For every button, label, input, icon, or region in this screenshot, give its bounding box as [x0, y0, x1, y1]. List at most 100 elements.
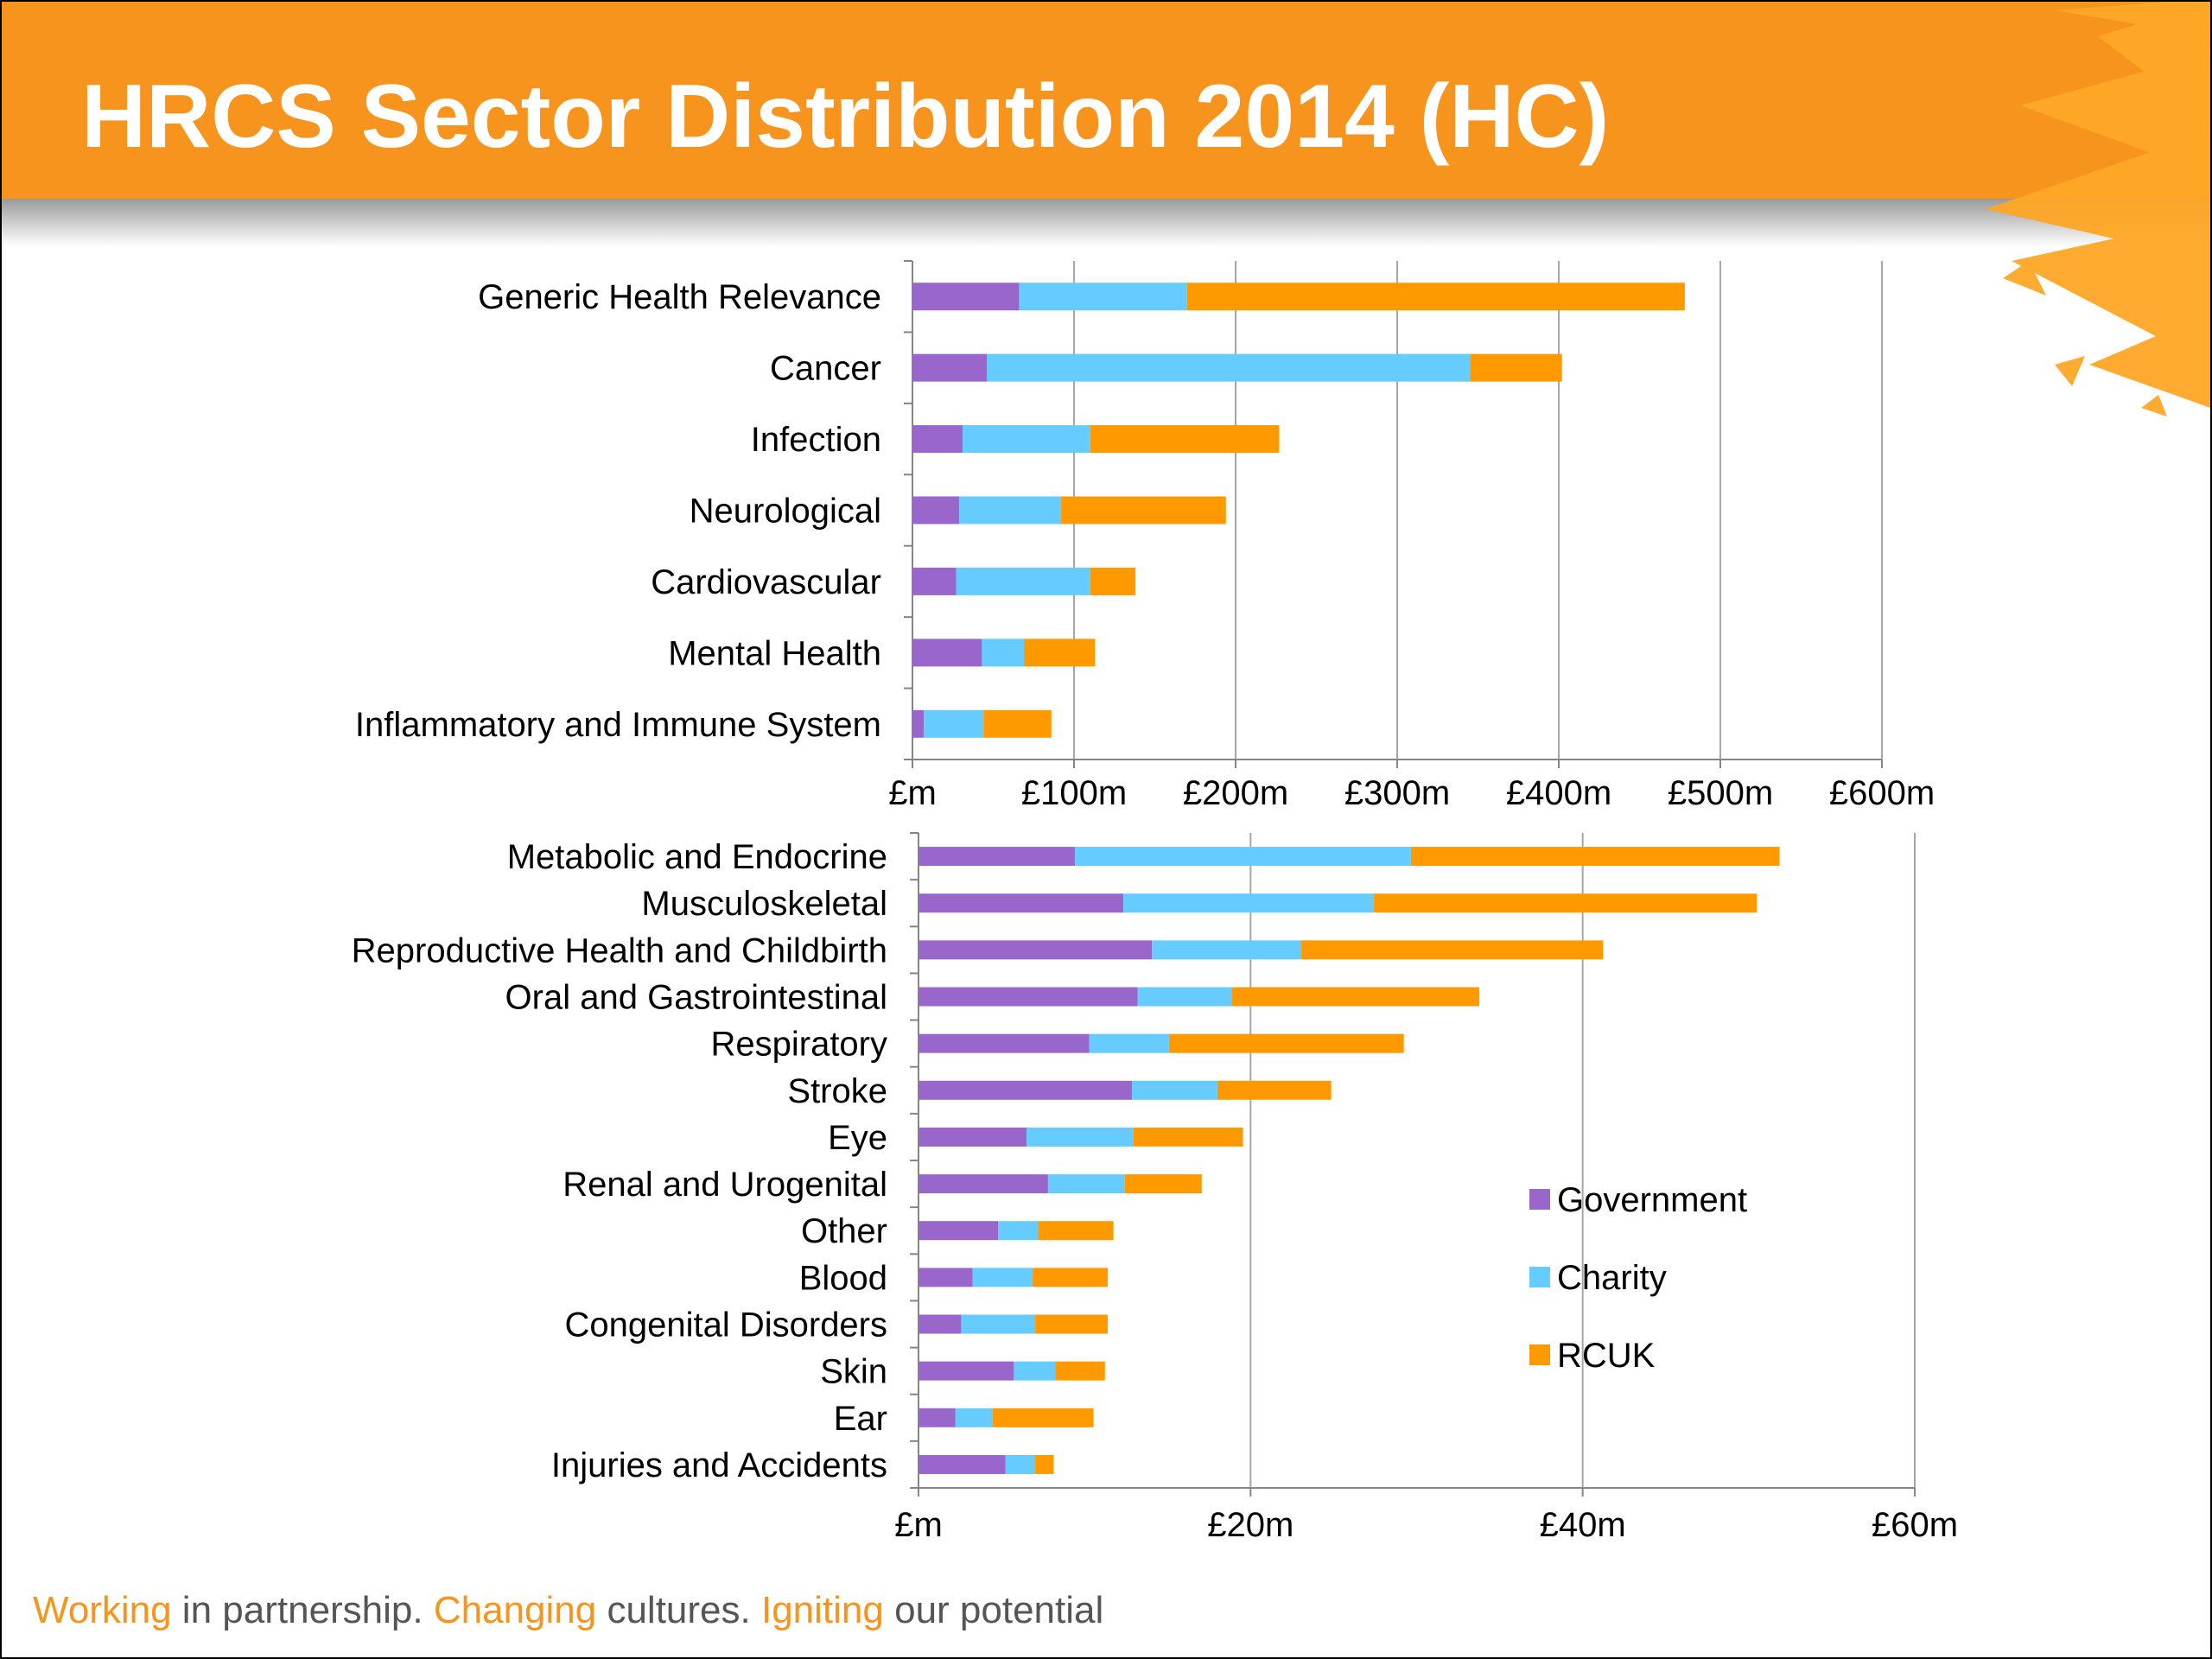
bar-charity-neurological [959, 496, 1062, 524]
legend-label-rcuk: RCUK [1557, 1337, 1656, 1375]
legend-label-charity: Charity [1557, 1259, 1667, 1297]
bar-rcuk-generic-health-relevance [1186, 283, 1685, 311]
bar-charity-eye [1027, 1127, 1134, 1147]
bar-government-infection [912, 425, 963, 454]
tagline-word-3: Igniting [760, 1589, 884, 1631]
bar-rcuk-other [1038, 1221, 1114, 1241]
category-label: Mental Health [668, 634, 881, 672]
bar-charity-generic-health-relevance [1019, 283, 1187, 311]
bar-government-injuries-and-accidents [918, 1454, 1006, 1474]
bar-government-inflammatory-and-immune-system [912, 709, 925, 738]
category-label: Cardiovascular [651, 563, 881, 601]
tagline-text-2: cultures. [596, 1589, 761, 1631]
x-tick-label: £40m [1540, 1506, 1626, 1544]
x-tick-label: £m [888, 774, 937, 812]
category-label: Cancer [770, 350, 881, 388]
legend-swatch-charity [1529, 1267, 1550, 1287]
bar-rcuk-cardiovascular [1090, 567, 1136, 595]
x-tick-label: £200m [1183, 774, 1288, 812]
orange-splash-decoration [1986, 2, 2210, 416]
tagline-word-2: Changing [433, 1589, 597, 1631]
bar-charity-blood [972, 1268, 1033, 1287]
bar-government-cancer [912, 353, 988, 382]
bar-charity-renal-and-urogenital [1047, 1174, 1125, 1194]
bar-government-oral-and-gastrointestinal [918, 987, 1138, 1007]
bar-charity-respiratory [1089, 1033, 1169, 1053]
bar-rcuk-ear [992, 1408, 1094, 1427]
x-tick-label: £400m [1506, 774, 1611, 812]
bar-charity-inflammatory-and-immune-system [924, 709, 984, 738]
bar-rcuk-neurological [1061, 496, 1226, 524]
footer-tagline: Working in partnership. Changing culture… [33, 1588, 1103, 1633]
bar-rcuk-skin [1055, 1361, 1105, 1381]
bar-rcuk-stroke [1217, 1080, 1332, 1100]
bar-rcuk-musculoskeletal [1374, 893, 1758, 913]
bar-government-metabolic-and-endocrine [918, 847, 1076, 867]
category-label: Inflammatory and Immune System [355, 706, 881, 744]
tagline-text-3: our potential [883, 1589, 1104, 1631]
bar-charity-other [998, 1221, 1039, 1241]
tagline-text-1: in partnership. [171, 1589, 434, 1631]
bar-charity-cardiovascular [956, 567, 1090, 595]
bar-charity-infection [962, 425, 1090, 454]
chart-bottom: £m £20m £40m £60m Metabolic and Endocrine Mus… [352, 832, 1958, 1544]
chart-top: £m £100m £200m £300m £400m £500m £600m Generic … [355, 260, 1935, 812]
bar-government-neurological [912, 496, 960, 524]
x-tick-label: £600m [1829, 774, 1935, 812]
x-tick-label: £500m [1668, 774, 1773, 812]
title-banner: HRCS Sector Distribution 2014 (HC) [2, 2, 2210, 199]
bar-rcuk-mental-health [1024, 639, 1096, 667]
legend-swatch-rcuk [1529, 1344, 1550, 1365]
bar-rcuk-renal-and-urogenital [1124, 1174, 1202, 1194]
category-label: Oral and Gastrointestinal [505, 979, 887, 1017]
bar-government-reproductive-health-and-childbirth [918, 940, 1153, 960]
category-label: Other [801, 1212, 887, 1250]
category-label: Stroke [787, 1072, 887, 1110]
bar-government-blood [918, 1268, 973, 1287]
bar-charity-ear [955, 1408, 993, 1427]
bar-charity-musculoskeletal [1123, 893, 1375, 913]
category-label: Injuries and Accidents [551, 1446, 887, 1484]
category-label: Infection [751, 421, 881, 459]
bar-charity-oral-and-gastrointestinal [1137, 987, 1232, 1007]
bar-charity-stroke [1132, 1080, 1217, 1100]
bar-rcuk-injuries-and-accidents [1035, 1454, 1054, 1474]
x-tick-label: £m [894, 1506, 943, 1544]
bar-rcuk-respiratory [1168, 1033, 1404, 1053]
category-label: Renal and Urogenital [563, 1166, 887, 1204]
bar-rcuk-congenital-disorders [1035, 1314, 1109, 1334]
legend-label-government: Government [1557, 1181, 1747, 1219]
category-label: Blood [799, 1259, 887, 1297]
bar-rcuk-metabolic-and-endocrine [1410, 847, 1780, 867]
bar-government-mental-health [912, 639, 982, 667]
category-label: Musculoskeletal [641, 885, 887, 923]
tagline-word-1: Working [33, 1589, 172, 1631]
category-label: Ear [834, 1400, 887, 1438]
category-label: Eye [828, 1119, 887, 1157]
banner-shadow [2, 199, 2210, 246]
page-title: HRCS Sector Distribution 2014 (HC) [81, 67, 1610, 167]
bar-government-generic-health-relevance [912, 283, 1020, 311]
x-tick-label: £100m [1021, 774, 1127, 812]
bar-charity-metabolic-and-endocrine [1075, 847, 1411, 867]
bar-rcuk-infection [1090, 425, 1280, 454]
bar-government-skin [918, 1361, 1014, 1381]
bar-government-other [918, 1221, 999, 1241]
bar-government-renal-and-urogenital [918, 1174, 1048, 1194]
bar-government-eye [918, 1127, 1027, 1147]
bar-government-stroke [918, 1080, 1133, 1100]
bar-government-congenital-disorders [918, 1314, 962, 1334]
category-label: Generic Health Relevance [478, 278, 881, 316]
legend-swatch-government [1529, 1189, 1550, 1210]
bar-government-cardiovascular [912, 567, 957, 595]
bar-rcuk-reproductive-health-and-childbirth [1301, 940, 1604, 960]
bar-rcuk-blood [1032, 1268, 1109, 1287]
x-tick-label: £20m [1207, 1506, 1294, 1544]
bar-charity-cancer [987, 353, 1471, 382]
bar-charity-injuries-and-accidents [1005, 1454, 1036, 1474]
x-tick-label: £60m [1872, 1506, 1958, 1544]
bar-government-musculoskeletal [918, 893, 1124, 913]
category-label: Skin [820, 1353, 887, 1391]
bar-government-ear [918, 1408, 956, 1427]
